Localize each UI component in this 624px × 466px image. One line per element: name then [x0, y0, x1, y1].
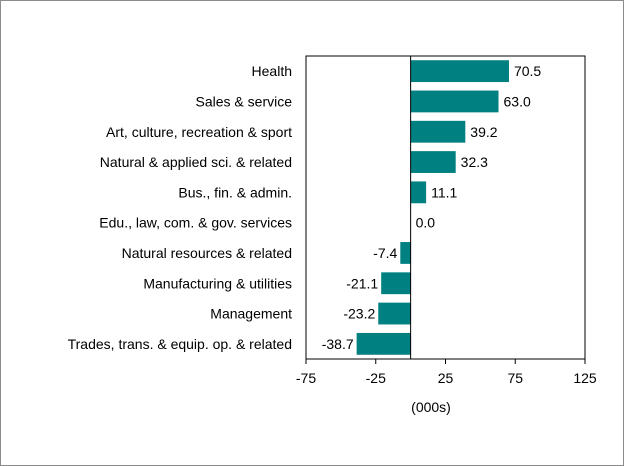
- bar-3: [410, 120, 466, 143]
- category-label: Natural resources & related: [122, 245, 292, 261]
- bar-1: [410, 60, 509, 83]
- x-tick-label: 125: [573, 370, 597, 386]
- x-tick-label: -75: [296, 370, 316, 386]
- bar-9: [378, 302, 411, 325]
- value-label: -7.4: [373, 245, 397, 261]
- value-label: 0.0: [416, 215, 436, 231]
- value-label: 39.2: [470, 124, 497, 140]
- category-label: Health: [252, 63, 292, 79]
- value-label: 70.5: [514, 63, 541, 79]
- x-tick-label: 25: [438, 370, 454, 386]
- category-label: Art, culture, recreation & sport: [106, 124, 292, 140]
- category-label: Trades, trans. & equip. op. & related: [68, 336, 292, 352]
- category-label: Manufacturing & utilities: [143, 275, 292, 291]
- category-label: Edu., law, com. & gov. services: [99, 215, 292, 231]
- bar-8: [381, 272, 411, 295]
- value-label: 63.0: [504, 93, 531, 109]
- bar-10: [356, 332, 411, 355]
- category-label: Bus., fin. & admin.: [178, 184, 292, 200]
- value-label: -23.2: [343, 306, 375, 322]
- bar-2: [410, 90, 499, 113]
- x-axis-label: (000s): [411, 399, 451, 415]
- value-label: -21.1: [346, 275, 378, 291]
- value-label: -38.7: [322, 336, 354, 352]
- category-label: Natural & applied sci. & related: [100, 154, 292, 170]
- bar-4: [410, 151, 456, 173]
- x-tick-label: 75: [507, 370, 523, 386]
- x-tick-label: -25: [366, 370, 386, 386]
- value-label: 32.3: [461, 154, 488, 170]
- bar-7: [400, 242, 411, 264]
- bar-5: [410, 181, 427, 204]
- category-label: Sales & service: [196, 93, 293, 109]
- value-label: 11.1: [431, 184, 457, 200]
- category-label: Management: [210, 306, 292, 322]
